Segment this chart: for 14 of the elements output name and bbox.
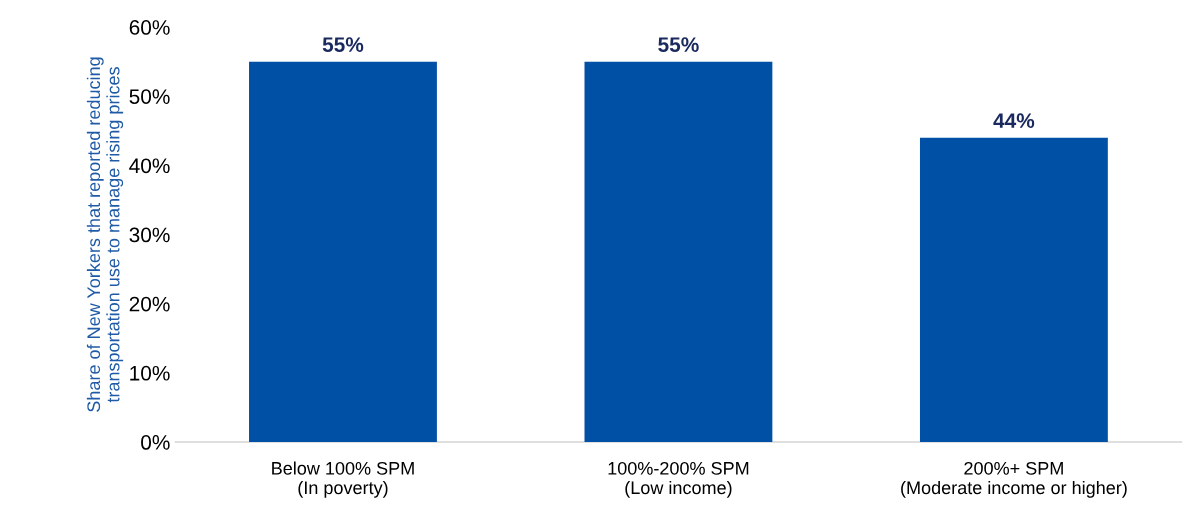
y-tick-label: 0% bbox=[141, 435, 170, 450]
y-axis-title: Share of New Yorkers that reported reducing transportation use to manage rising prices bbox=[86, 57, 124, 412]
data-label: 55% bbox=[658, 37, 699, 52]
y-tick-label: 60% bbox=[129, 20, 170, 35]
y-tick-label: 20% bbox=[129, 296, 170, 312]
y-tick-label: 30% bbox=[129, 227, 170, 243]
data-label: 44% bbox=[993, 113, 1035, 129]
y-tick-label: 50% bbox=[129, 89, 170, 104]
x-tick-label: 200%+ SPM (Moderate income or higher) bbox=[901, 461, 1127, 498]
y-tick-label: 10% bbox=[130, 365, 170, 381]
y-tick-label: 40% bbox=[129, 158, 170, 174]
data-label: 55% bbox=[322, 37, 364, 52]
x-tick-label: 100%-200% SPM (Low income) bbox=[608, 461, 749, 498]
x-tick-label: Below 100% SPM (In poverty) bbox=[272, 461, 414, 498]
